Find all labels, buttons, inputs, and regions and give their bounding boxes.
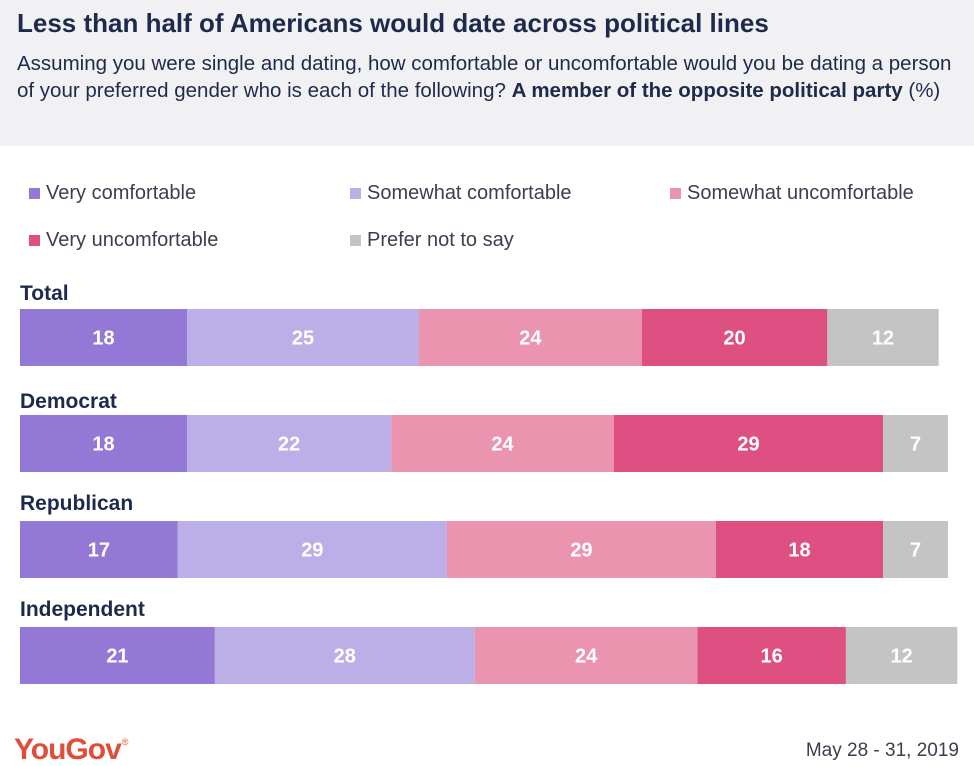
legend-label: Very comfortable xyxy=(46,182,197,204)
legend-swatch xyxy=(29,235,40,246)
bar-total-somewhat-comfortable xyxy=(187,309,420,366)
legend-item-very-uncomfortable: Very uncomfortable xyxy=(29,229,218,252)
bar-total-very-uncomfortable xyxy=(641,309,828,366)
data-label-republican-somewhat-uncomfortable: 29 xyxy=(570,540,592,562)
legend-swatch xyxy=(350,235,361,246)
registered-mark: ® xyxy=(121,737,129,747)
legend-label: Very uncomfortable xyxy=(46,229,219,251)
bar-republican-somewhat-uncomfortable xyxy=(446,521,716,578)
legend-swatch xyxy=(670,188,681,199)
bar-independent-somewhat-uncomfortable xyxy=(474,627,698,684)
bar-total-somewhat-uncomfortable xyxy=(419,309,642,366)
legend-swatch xyxy=(29,188,40,199)
bar-independent-prefer-not-to-say xyxy=(845,627,958,684)
bar-republican-somewhat-comfortable xyxy=(177,521,447,578)
bar-total-very-comfortable xyxy=(20,309,188,366)
data-label-democrat-very-uncomfortable: 29 xyxy=(737,434,759,456)
legend-label: Somewhat uncomfortable xyxy=(687,182,914,204)
data-label-independent-prefer-not-to-say: 12 xyxy=(890,646,912,668)
data-label-total-prefer-not-to-say: 12 xyxy=(872,328,894,350)
data-label-democrat-very-comfortable: 18 xyxy=(92,434,114,456)
data-label-independent-somewhat-comfortable: 28 xyxy=(334,646,356,668)
bar-total-prefer-not-to-say xyxy=(827,309,939,366)
bar-independent-somewhat-comfortable xyxy=(214,627,475,684)
bar-democrat-somewhat-comfortable xyxy=(187,415,392,472)
chart-title: Less than half of Americans would date a… xyxy=(17,8,769,38)
legend-item-somewhat-uncomfortable: Somewhat uncomfortable xyxy=(670,182,914,205)
bar-independent-very-comfortable xyxy=(20,627,215,684)
data-label-total-somewhat-comfortable: 25 xyxy=(292,328,314,350)
subtitle-emphasis: A member of the opposite political party xyxy=(511,79,903,102)
group-label-republican: Republican xyxy=(20,492,134,515)
bar-independent-very-uncomfortable xyxy=(697,627,846,684)
yougov-logo: YouGov ® xyxy=(14,735,128,765)
brand-wordmark: YouGov xyxy=(14,733,122,766)
data-label-independent-very-uncomfortable: 16 xyxy=(761,646,783,668)
group-label-democrat: Democrat xyxy=(20,390,117,413)
group-label-total: Total xyxy=(20,282,69,305)
group-label-independent: Independent xyxy=(20,598,145,621)
legend-item-somewhat-comfortable: Somewhat comfortable xyxy=(350,182,572,205)
data-label-republican-very-comfortable: 17 xyxy=(88,540,110,562)
legend-swatch xyxy=(350,188,361,199)
bar-republican-prefer-not-to-say xyxy=(883,521,948,578)
bar-republican-very-comfortable xyxy=(20,521,178,578)
legend-item-very-comfortable: Very comfortable xyxy=(29,182,196,205)
bar-democrat-very-comfortable xyxy=(20,415,188,472)
data-label-democrat-prefer-not-to-say: 7 xyxy=(910,434,921,456)
data-label-independent-somewhat-uncomfortable: 24 xyxy=(575,646,598,668)
data-label-independent-very-comfortable: 21 xyxy=(106,646,128,668)
data-label-republican-prefer-not-to-say: 7 xyxy=(910,540,921,562)
data-label-total-very-uncomfortable: 20 xyxy=(723,328,745,350)
legend-item-prefer-not-to-say: Prefer not to say xyxy=(350,229,514,252)
data-label-democrat-somewhat-comfortable: 22 xyxy=(278,434,300,456)
data-label-republican-very-uncomfortable: 18 xyxy=(788,540,810,562)
data-label-total-somewhat-uncomfortable: 24 xyxy=(519,328,542,350)
bar-democrat-prefer-not-to-say xyxy=(883,415,948,472)
chart-subtitle: Assuming you were single and dating, how… xyxy=(17,50,962,104)
chart-header: Less than half of Americans would date a… xyxy=(0,0,974,146)
data-label-total-very-comfortable: 18 xyxy=(92,328,114,350)
legend-label: Somewhat comfortable xyxy=(367,182,572,204)
survey-date: May 28 - 31, 2019 xyxy=(805,740,959,761)
legend-label: Prefer not to say xyxy=(367,229,514,251)
subtitle-unit: (%) xyxy=(908,79,941,102)
bar-democrat-somewhat-uncomfortable xyxy=(391,415,614,472)
bar-republican-very-uncomfortable xyxy=(716,521,884,578)
subtitle-question: Assuming you were single and dating, how… xyxy=(17,52,952,102)
data-label-republican-somewhat-comfortable: 29 xyxy=(301,540,323,562)
bar-democrat-very-uncomfortable xyxy=(613,415,884,472)
data-label-democrat-somewhat-uncomfortable: 24 xyxy=(491,434,514,456)
